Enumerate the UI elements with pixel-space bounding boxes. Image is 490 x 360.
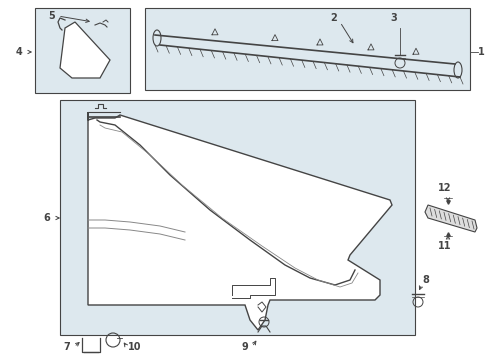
Bar xyxy=(35,8,130,93)
Bar xyxy=(145,8,470,90)
Text: 9: 9 xyxy=(241,342,248,352)
Text: 8: 8 xyxy=(422,275,429,285)
Text: 6: 6 xyxy=(43,213,50,223)
Polygon shape xyxy=(60,22,110,78)
Text: 3: 3 xyxy=(390,13,397,23)
Text: 12: 12 xyxy=(438,183,452,193)
Text: 4: 4 xyxy=(15,47,22,57)
Polygon shape xyxy=(425,205,477,232)
Polygon shape xyxy=(88,112,392,330)
Text: 7: 7 xyxy=(63,342,70,352)
Text: 5: 5 xyxy=(48,11,55,21)
Text: 1: 1 xyxy=(478,47,485,57)
Text: 11: 11 xyxy=(438,241,452,251)
Text: 2: 2 xyxy=(330,13,337,23)
Text: 10: 10 xyxy=(128,342,142,352)
Bar xyxy=(60,100,415,335)
